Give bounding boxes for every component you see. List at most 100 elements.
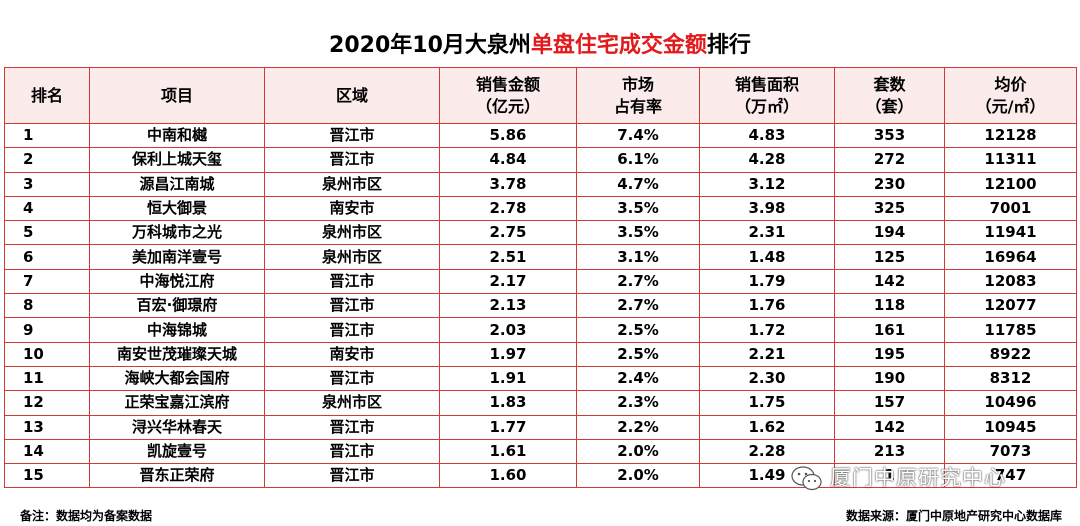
cell-sales-amount: 4.84 bbox=[439, 147, 577, 173]
cell-project: 恒大御景 bbox=[89, 195, 265, 222]
cell-sales-amount: 5.86 bbox=[439, 122, 577, 149]
title-highlight: 单盘住宅成交金额 bbox=[530, 33, 707, 58]
cell-rank: 6 bbox=[4, 244, 90, 270]
cell-project: 中南和樾 bbox=[89, 122, 265, 149]
cell-project: 源昌江南城 bbox=[89, 171, 265, 197]
cell-avg-price: 8312 bbox=[944, 365, 1077, 392]
table-body: 1 中南和樾 晋江市 5.86 7.4% 4.83 353 12128 2 保利上城天玺 晋江市 4.… bbox=[4, 122, 1077, 489]
cell-project: 南安世茂璀璨天城 bbox=[89, 341, 265, 367]
cell-project: 海峡大都会国府 bbox=[89, 365, 265, 392]
cell-district: 晋江市 bbox=[264, 414, 440, 440]
cell-sales-amount: 1.60 bbox=[439, 463, 577, 489]
cell-market-share: 2.4% bbox=[576, 365, 700, 392]
cell-units: 213 bbox=[834, 438, 945, 465]
table-row: 3 源昌江南城 泉州市区 3.78 4.7% 3.12 230 12100 bbox=[4, 171, 1077, 197]
cell-sales-area: 1.75 bbox=[699, 390, 835, 416]
cell-district: 晋江市 bbox=[264, 438, 440, 465]
cell-avg-price: 7073 bbox=[944, 438, 1077, 465]
cell-district: 泉州市区 bbox=[264, 171, 440, 197]
header-rank: 排名 bbox=[4, 67, 90, 124]
cell-avg-price: 10496 bbox=[944, 390, 1077, 416]
cell-sales-area: 1.79 bbox=[699, 268, 835, 295]
cell-avg-price: 7001 bbox=[944, 195, 1077, 222]
cell-rank: 10 bbox=[4, 341, 90, 367]
table-row: 11 海峡大都会国府 晋江市 1.91 2.4% 2.30 190 8312 bbox=[4, 365, 1077, 392]
cell-market-share: 2.0% bbox=[576, 438, 700, 465]
table-row: 13 浔兴华林春天 晋江市 1.77 2.2% 1.62 142 10945 bbox=[4, 414, 1077, 440]
table-row: 5 万科城市之光 泉州市区 2.75 3.5% 2.31 194 11941 bbox=[4, 220, 1077, 246]
wechat-watermark: 厦门中原研究中心 bbox=[790, 458, 1006, 498]
footer-source: 数据来源：厦门中原地产研究中心数据库 bbox=[845, 509, 1062, 523]
cell-market-share: 2.3% bbox=[576, 390, 700, 416]
cell-district: 晋江市 bbox=[264, 317, 440, 343]
cell-district: 泉州市区 bbox=[264, 390, 440, 416]
cell-units: 195 bbox=[834, 341, 945, 367]
cell-avg-price: 747 bbox=[944, 463, 1077, 489]
table-row: 4 恒大御景 南安市 2.78 3.5% 3.98 325 7001 bbox=[4, 195, 1077, 222]
cell-rank: 1 bbox=[4, 122, 90, 149]
cell-rank: 8 bbox=[4, 293, 90, 319]
table-row: 10 南安世茂璀璨天城 南安市 1.97 2.5% 2.21 195 8922 bbox=[4, 341, 1077, 367]
header-sales-area: 销售面积 （万㎡） bbox=[699, 67, 835, 124]
cell-market-share: 3.1% bbox=[576, 244, 700, 270]
cell-units: 1 bbox=[834, 463, 945, 489]
cell-sales-amount: 1.77 bbox=[439, 414, 577, 440]
title-suffix: 排行 bbox=[706, 33, 751, 58]
cell-sales-amount: 2.03 bbox=[439, 317, 577, 343]
cell-sales-amount: 1.97 bbox=[439, 341, 577, 367]
cell-avg-price: 16964 bbox=[944, 244, 1077, 270]
cell-rank: 14 bbox=[4, 438, 90, 465]
header-district: 区域 bbox=[264, 67, 440, 124]
cell-units: 142 bbox=[834, 414, 945, 440]
cell-sales-area: 1.76 bbox=[699, 293, 835, 319]
cell-avg-price: 11311 bbox=[944, 147, 1077, 173]
cell-district: 泉州市区 bbox=[264, 220, 440, 246]
cell-avg-price: 12077 bbox=[944, 293, 1077, 319]
cell-district: 南安市 bbox=[264, 341, 440, 367]
cell-rank: 5 bbox=[4, 220, 90, 246]
cell-avg-price: 10945 bbox=[944, 414, 1077, 440]
cell-rank: 3 bbox=[4, 171, 90, 197]
cell-sales-area: 3.12 bbox=[699, 171, 835, 197]
title-prefix: 2020年10月大泉州 bbox=[329, 33, 531, 58]
cell-sales-area: 1.62 bbox=[699, 414, 835, 440]
footer-note: 备注：数据均为备案数据 bbox=[20, 509, 153, 523]
header-sales-amount: 销售金额 （亿元） bbox=[439, 67, 577, 124]
table-row: 8 百宏·御璟府 晋江市 2.13 2.7% 1.76 118 12077 bbox=[4, 293, 1077, 319]
cell-sales-area: 1.48 bbox=[699, 244, 835, 270]
cell-district: 晋江市 bbox=[264, 365, 440, 392]
header-row: 排名 项目 区域 销售金额 （亿元） 市场 占有率 销售面积 （万㎡） 套数 （套） 均… bbox=[4, 67, 1077, 124]
cell-project: 保利上城天玺 bbox=[89, 147, 265, 173]
cell-project: 美加南洋壹号 bbox=[89, 244, 265, 270]
cell-sales-area: 3.98 bbox=[699, 195, 835, 222]
cell-market-share: 4.7% bbox=[576, 171, 700, 197]
cell-district: 泉州市区 bbox=[264, 244, 440, 270]
cell-market-share: 2.2% bbox=[576, 414, 700, 440]
cell-avg-price: 8922 bbox=[944, 341, 1077, 367]
cell-market-share: 2.5% bbox=[576, 341, 700, 367]
cell-district: 晋江市 bbox=[264, 122, 440, 149]
cell-rank: 2 bbox=[4, 147, 90, 173]
cell-avg-price: 11941 bbox=[944, 220, 1077, 246]
cell-sales-amount: 2.51 bbox=[439, 244, 577, 270]
cell-district: 晋江市 bbox=[264, 463, 440, 489]
cell-units: 190 bbox=[834, 365, 945, 392]
watermark-text: 厦门中原研究中心 bbox=[830, 466, 1006, 490]
cell-units: 161 bbox=[834, 317, 945, 343]
cell-units: 118 bbox=[834, 293, 945, 319]
cell-project: 浔兴华林春天 bbox=[89, 414, 265, 440]
table-row: 9 中海锦城 晋江市 2.03 2.5% 1.72 161 11785 bbox=[4, 317, 1077, 343]
cell-market-share: 3.5% bbox=[576, 195, 700, 222]
cell-market-share: 2.7% bbox=[576, 268, 700, 295]
cell-project: 万科城市之光 bbox=[89, 220, 265, 246]
cell-sales-area: 1.72 bbox=[699, 317, 835, 343]
cell-market-share: 2.5% bbox=[576, 317, 700, 343]
table-row: 6 美加南洋壹号 泉州市区 2.51 3.1% 1.48 125 16964 bbox=[4, 244, 1077, 270]
table-title: 2020年10月大泉州单盘住宅成交金额排行 bbox=[0, 28, 1080, 64]
cell-project: 中海悦江府 bbox=[89, 268, 265, 295]
cell-sales-area: 2.30 bbox=[699, 365, 835, 392]
table-row: 15 晋东正荣府 晋江市 1.60 2.0% 1.49 1 747 bbox=[4, 463, 1077, 489]
ranking-table: 排名 项目 区域 销售金额 （亿元） 市场 占有率 销售面积 （万㎡） 套数 （套） 均… bbox=[4, 67, 1077, 489]
cell-rank: 12 bbox=[4, 390, 90, 416]
cell-rank: 9 bbox=[4, 317, 90, 343]
